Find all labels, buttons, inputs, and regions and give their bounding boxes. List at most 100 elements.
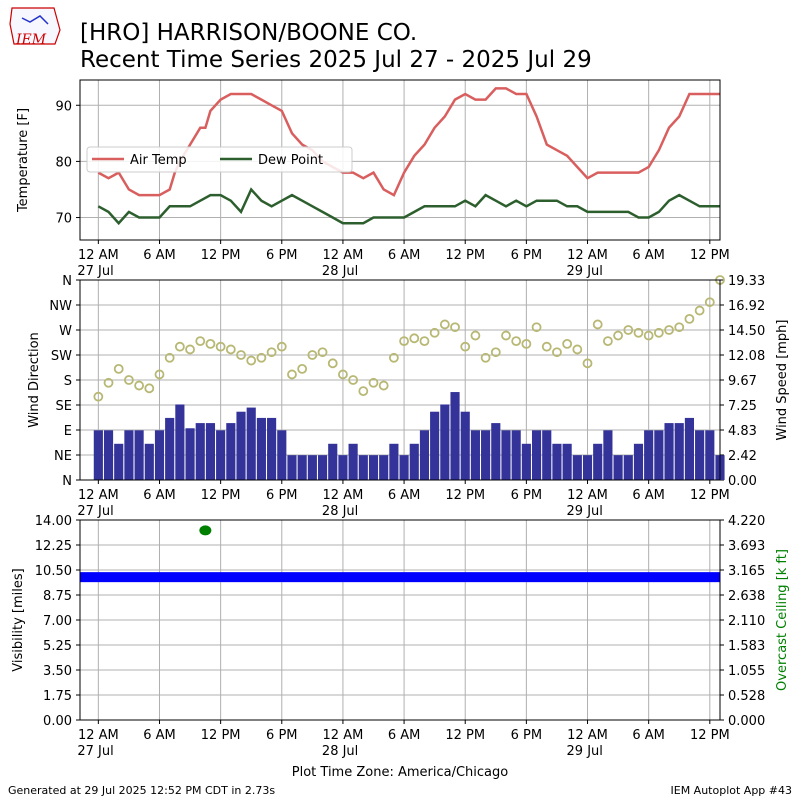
y2-tick-label: 7.25	[728, 399, 757, 414]
wind-speed-bar	[399, 455, 409, 480]
x-tick-label: 6 PM	[266, 728, 297, 743]
x-tick-label: 6 AM	[143, 728, 176, 743]
y-tick-label: 0.00	[43, 714, 72, 729]
wind-direction-point	[521, 338, 532, 349]
wind-speed-bar	[134, 430, 144, 480]
wind-direction-point	[317, 347, 328, 358]
wind-speed-axis-label: Wind Speed [mph]	[775, 320, 790, 441]
wind-direction-point	[674, 322, 685, 333]
y-tick-label: NW	[49, 299, 72, 314]
y2-tick-label: 2.638	[728, 589, 765, 604]
wind-speed-bar	[226, 423, 236, 480]
x-tick-label: 12 PM	[690, 488, 730, 503]
wind-direction-point	[450, 322, 460, 333]
wind-speed-bar	[440, 404, 450, 480]
y-tick-label: 8.75	[43, 589, 72, 604]
wind-speed-bar	[633, 443, 644, 480]
wind-speed-bar	[185, 428, 195, 480]
wind-direction-point	[439, 319, 450, 330]
footer-app: IEM Autoplot App #43	[671, 784, 793, 797]
legend-air-temp: Air Temp	[130, 153, 187, 168]
visibility-axes-frame	[79, 519, 721, 721]
y2-tick-label: 1.055	[728, 664, 765, 679]
wind-direction-point	[236, 350, 246, 360]
wind-speed-bar	[705, 430, 715, 480]
wind-speed-bar	[389, 443, 399, 480]
wind-speed-bar	[287, 455, 297, 480]
wind-direction-point	[287, 369, 297, 380]
wind-direction-point	[684, 313, 695, 324]
y-tick-label: 7.00	[43, 614, 72, 629]
y-tick-label: 90	[55, 99, 72, 114]
wind-speed-bar	[430, 411, 440, 480]
wind-direction-point	[602, 336, 613, 347]
y-tick-label: N	[62, 474, 72, 489]
wind-direction-point	[378, 380, 389, 391]
wind-speed-bar	[450, 392, 460, 480]
x-date-label: 27 Jul	[77, 264, 113, 279]
x-tick-label: 6 AM	[388, 248, 421, 263]
chart-title: [HRO] HARRISON/BOONE CO.	[80, 20, 417, 46]
wind-direction-point	[623, 325, 634, 335]
footer-generated: Generated at 29 Jul 2025 12:52 PM CDT in…	[8, 784, 275, 797]
wind-speed-bar	[501, 430, 511, 480]
wind-axes-frame	[79, 279, 721, 481]
wind-speed-bar	[124, 430, 134, 480]
wind-speed-bar	[521, 443, 531, 480]
x-date-label: 29 Jul	[567, 264, 603, 279]
wind-speed-bar	[256, 417, 266, 480]
wind-direction-point	[124, 375, 134, 385]
wind-direction-point	[154, 369, 165, 380]
x-date-label: 29 Jul	[567, 504, 603, 519]
wind-speed-bar	[338, 455, 348, 480]
wind-speed-bar	[562, 443, 572, 480]
y-tick-label: W	[59, 324, 72, 339]
chart-subtitle: Recent Time Series 2025 Jul 27 - 2025 Ju…	[80, 47, 592, 73]
wind-speed-bar	[419, 430, 430, 480]
y2-tick-label: 3.693	[728, 539, 765, 554]
wind-direction-point	[572, 344, 583, 355]
wind-speed-bar	[572, 455, 582, 480]
x-tick-label: 12 PM	[690, 728, 730, 743]
wind-direction-point	[541, 341, 552, 352]
wind-speed-bar	[103, 430, 114, 480]
y2-tick-label: 3.165	[728, 564, 765, 579]
x-tick-label: 12 AM	[567, 248, 608, 263]
wind-direction-point	[266, 347, 277, 358]
wind-direction-point	[297, 363, 308, 374]
x-tick-label: 6 AM	[143, 488, 176, 503]
y2-tick-label: 2.42	[728, 449, 757, 464]
wind-speed-bar	[409, 443, 419, 480]
x-date-label: 27 Jul	[77, 504, 113, 519]
wind-speed-bar	[165, 417, 175, 480]
y-tick-label: 14.00	[35, 514, 72, 529]
y2-tick-label: 12.08	[728, 349, 765, 364]
x-tick-label: 6 AM	[143, 248, 176, 263]
wind-direction-point	[460, 341, 471, 352]
x-tick-label: 12 PM	[445, 488, 485, 503]
wind-speed-bar	[603, 430, 613, 480]
wind-direction-point	[511, 336, 522, 347]
wind-speed-bar	[531, 430, 542, 480]
wind-direction-point	[338, 369, 348, 380]
y-tick-label: 80	[55, 155, 72, 170]
wind-direction-point	[664, 325, 674, 335]
wind-direction-point	[480, 352, 491, 363]
x-axis-label: Plot Time Zone: America/Chicago	[292, 765, 508, 780]
wind-direction-point	[174, 341, 185, 352]
wind-direction-point	[307, 350, 318, 360]
wind-speed-bar	[144, 443, 154, 480]
x-tick-label: 6 AM	[632, 728, 665, 743]
x-date-label: 27 Jul	[77, 744, 113, 759]
wind-speed-bar	[216, 430, 226, 480]
wind-direction-point	[613, 330, 623, 341]
air-temp-line	[97, 87, 720, 197]
x-tick-label: 6 PM	[266, 488, 297, 503]
wind-speed-bar	[664, 423, 674, 480]
wind-direction-point	[470, 330, 481, 341]
x-tick-label: 12 PM	[201, 728, 241, 743]
wind-direction-point	[643, 330, 654, 341]
wind-direction-point	[562, 338, 573, 349]
wind-direction-point	[348, 375, 359, 385]
y2-tick-label: 4.83	[728, 424, 757, 439]
